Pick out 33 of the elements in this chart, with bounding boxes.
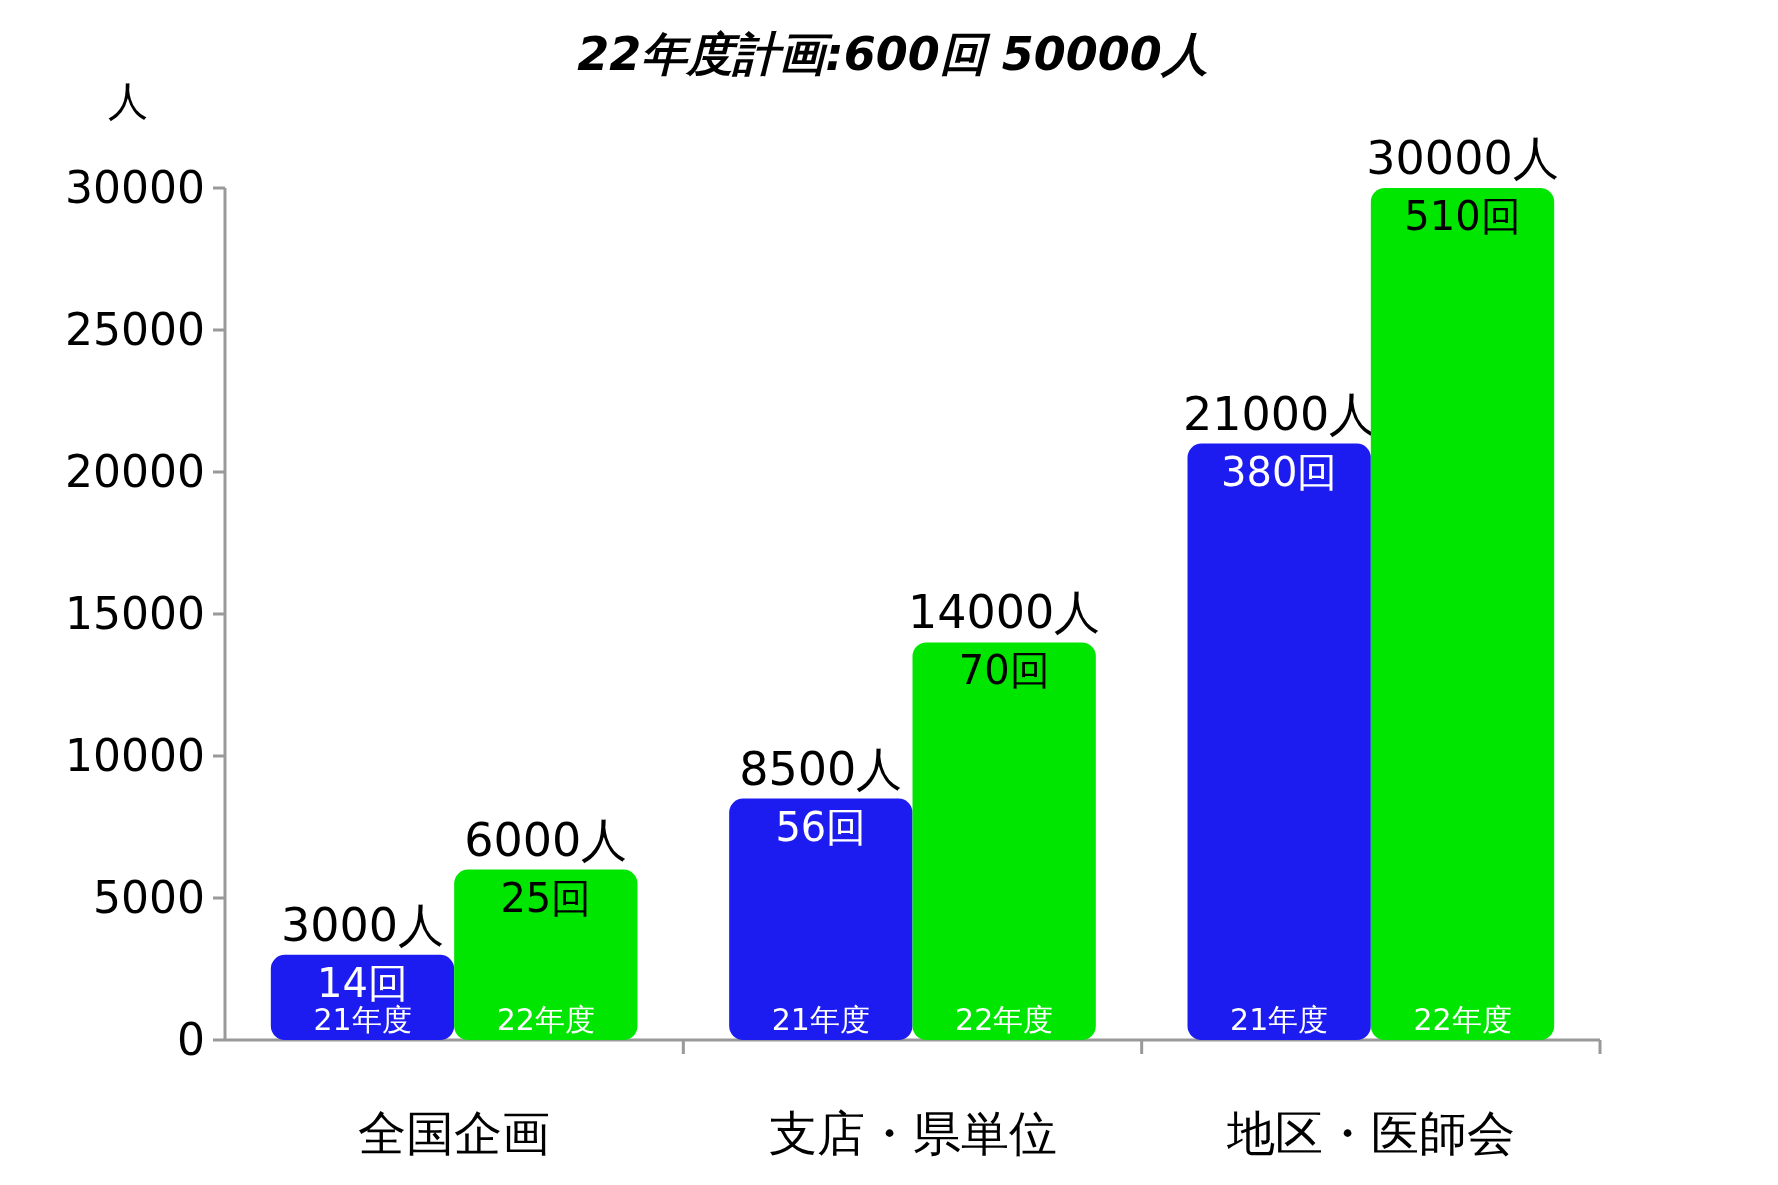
annotation: 70回 <box>958 647 1050 694</box>
x-tick-label: 地区・医師会 <box>1225 1105 1515 1161</box>
annotation: 56回 <box>775 803 867 850</box>
y-tick-label: 30000 <box>65 162 205 213</box>
x-tick-label: 全国企画 <box>358 1105 551 1161</box>
data-label: 21000人 <box>1182 386 1376 441</box>
bar <box>729 798 913 1040</box>
chart-title: 22年度計画:600回 50000人 <box>577 27 1208 81</box>
y-tick-label: 5000 <box>93 872 205 923</box>
annotation: 380回 <box>1220 448 1338 495</box>
y-tick-label: 10000 <box>65 730 205 781</box>
data-label: 30000人 <box>1366 131 1559 185</box>
data-label: 6000人 <box>464 812 628 867</box>
data-label: 14000人 <box>907 585 1101 640</box>
data-label: 3000人 <box>280 897 445 952</box>
y-tick-label: 25000 <box>65 304 205 355</box>
annotation: 25回 <box>500 874 592 921</box>
y-tick-label: 20000 <box>65 446 205 497</box>
bar <box>1187 443 1371 1040</box>
text: 22年度 <box>1413 1002 1512 1037</box>
series-label: 22年度 <box>496 1002 595 1037</box>
text: 21年度 <box>1230 1002 1329 1037</box>
text: 22年度 <box>955 1002 1054 1037</box>
annotation: 510回 <box>1404 193 1521 239</box>
bar <box>912 642 1096 1040</box>
y-tick-label: 0 <box>177 1014 205 1065</box>
bar <box>1370 188 1555 1040</box>
x-tick-label: 支店・県単位 <box>768 1105 1057 1161</box>
data-label: 8500人 <box>739 741 903 796</box>
bar <box>454 869 638 1040</box>
y-tick-label: 15000 <box>65 588 205 639</box>
y-axis-title: 人 <box>108 78 148 124</box>
text: 21年度 <box>771 1002 870 1037</box>
